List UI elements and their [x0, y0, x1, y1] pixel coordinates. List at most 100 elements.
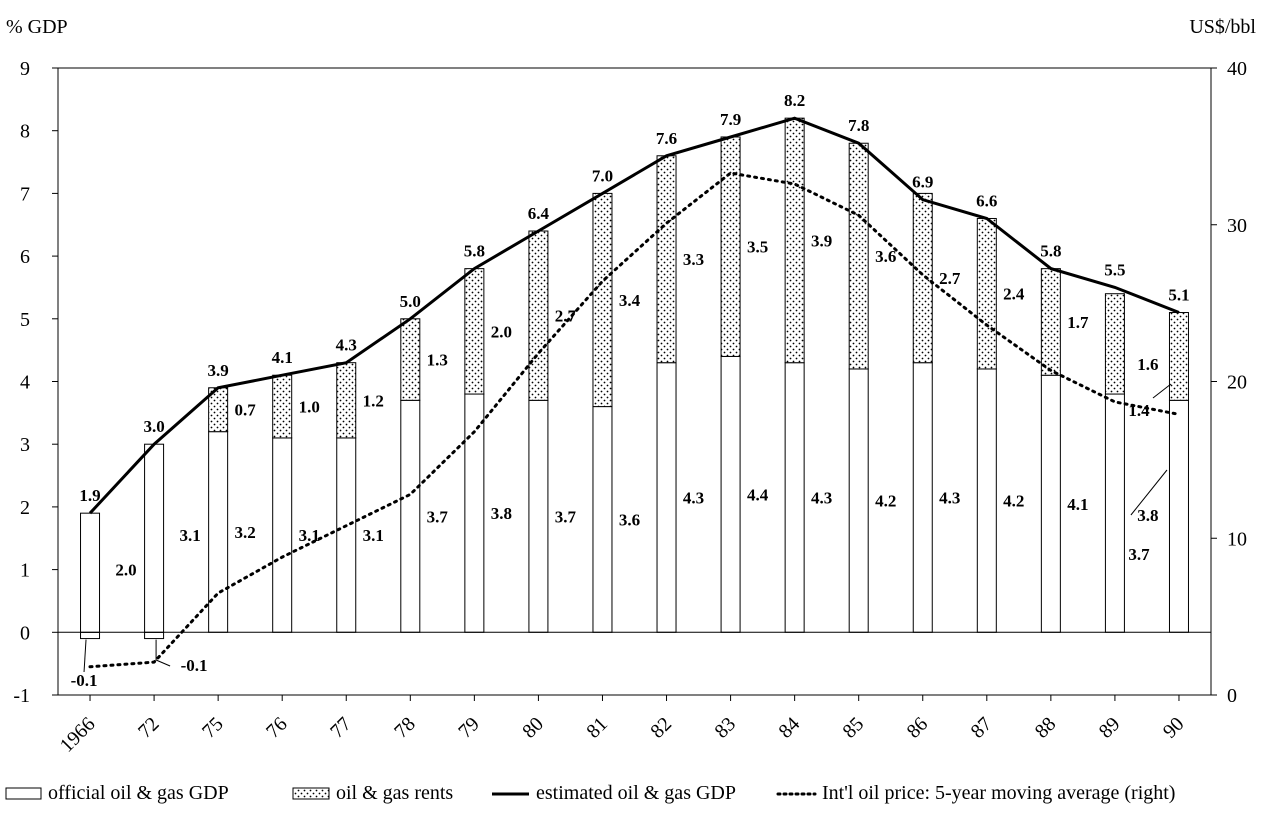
rents-bar-79 — [464, 268, 485, 395]
rents-bar-83 — [720, 136, 741, 357]
left-tick-label: 2 — [20, 497, 30, 519]
official-label: 4.4 — [747, 485, 769, 504]
rents-bar-85 — [848, 142, 869, 370]
total-label: 5.8 — [464, 242, 485, 261]
total-label-inner: 3.1 — [179, 526, 200, 545]
rents-label: 3.3 — [683, 250, 704, 269]
official-bar-83 — [720, 355, 741, 633]
rents-bar-87 — [976, 217, 997, 370]
rents-label: 3.4 — [619, 291, 641, 310]
x-tick-label: 72 — [134, 713, 164, 743]
official-bar-78 — [400, 399, 421, 633]
official-bar-86 — [912, 362, 933, 633]
official-bar-79 — [464, 393, 485, 633]
right-tick-label: 40 — [1227, 58, 1247, 80]
total-label: 5.0 — [400, 292, 421, 311]
rents-label: 2.4 — [1003, 285, 1025, 304]
official-label: 4.3 — [683, 488, 704, 507]
rents-label: 2.0 — [491, 322, 512, 341]
x-tick-label: 1966 — [56, 713, 100, 757]
official-label: -0.1 — [71, 671, 98, 690]
total-label: 5.5 — [1104, 260, 1125, 279]
legend: official oil & gas GDP oil & gas rents est… — [5, 782, 1175, 804]
rents-label: 3.5 — [747, 238, 768, 257]
official-label: 3.7 — [1128, 545, 1150, 564]
x-tick-label: 88 — [1031, 713, 1061, 743]
official-bar-88 — [1040, 374, 1061, 633]
official-bar-77 — [336, 437, 357, 633]
x-tick-label: 87 — [967, 713, 997, 743]
total-label: 8.2 — [784, 91, 805, 110]
official-label: 3.1 — [363, 526, 384, 545]
rents-label: 1.4 — [1128, 401, 1150, 420]
x-tick-label: 79 — [454, 713, 484, 743]
lines — [88, 116, 1181, 669]
total-label: 7.8 — [848, 116, 869, 135]
estimated-gdp-line — [88, 116, 1180, 515]
rents-bar-80 — [528, 230, 549, 401]
leader-line — [1152, 383, 1172, 399]
left-tick-label: 1 — [20, 560, 30, 582]
official-bar-total-72 — [144, 443, 165, 633]
leader-line — [155, 639, 171, 667]
total-label: 6.6 — [976, 191, 997, 210]
total-label: 4.3 — [336, 336, 357, 355]
official-label: 3.8 — [1137, 506, 1158, 525]
total-label: 6.9 — [912, 173, 933, 192]
legend-rents-symbol — [292, 787, 330, 800]
leader-line — [1130, 469, 1168, 516]
legend-official-label: official oil & gas GDP — [48, 782, 229, 804]
right-axis-title: US$/bbl — [1189, 16, 1256, 38]
total-label: 3.9 — [208, 361, 229, 380]
x-axis: 1966 72 75 76 77 78 79 80 81 82 83 84 85 86 87 88 89 90 — [56, 695, 1189, 757]
official-label: 3.2 — [235, 523, 256, 542]
left-tick-label: 5 — [20, 309, 30, 331]
rents-bar-86 — [912, 192, 933, 364]
official-label: 4.3 — [811, 488, 832, 507]
data-labels: 1.9 3.0 3.9 4.1 4.3 5.0 5.8 6.4 7.0 7.6 7.9 8.2 7.8 6… — [71, 91, 1190, 690]
rents-label: 3.6 — [875, 247, 896, 266]
total-label-inner: 2.0 — [115, 561, 136, 580]
left-tick-label: 9 — [20, 58, 30, 80]
rents-bar-76 — [272, 374, 293, 439]
x-tick-label: 76 — [262, 713, 292, 743]
legend-official-symbol — [5, 787, 42, 800]
x-tick-label: 75 — [198, 713, 228, 743]
rents-bar-78 — [400, 318, 421, 401]
right-tick-label: 30 — [1227, 215, 1247, 237]
rents-label: 1.0 — [299, 398, 320, 417]
total-label: 7.6 — [656, 129, 677, 148]
rents-bar-88 — [1040, 268, 1061, 376]
left-tick-label: 7 — [20, 183, 30, 205]
rents-bar-90 — [1168, 312, 1189, 401]
rents-label: 1.2 — [363, 391, 384, 410]
official-bar-72 — [144, 631, 165, 640]
left-tick-label: 8 — [20, 121, 30, 143]
legend-estimated-label: estimated oil & gas GDP — [536, 782, 736, 804]
official-bar-89 — [1104, 393, 1125, 633]
rents-bar-89 — [1104, 293, 1125, 395]
rents-bar-81 — [592, 192, 613, 408]
total-label: 4.1 — [272, 348, 293, 367]
official-bar-81 — [592, 406, 613, 633]
official-bar-80 — [528, 399, 549, 633]
official-bar-90 — [1168, 399, 1189, 633]
rents-bar-84 — [784, 117, 805, 364]
x-tick-label: 78 — [390, 713, 420, 743]
x-tick-label: 82 — [646, 713, 676, 743]
left-tick-label: 0 — [20, 622, 30, 644]
x-tick-label: 83 — [710, 713, 740, 743]
rents-label: 0.7 — [235, 401, 257, 420]
official-bar-76 — [272, 437, 293, 633]
left-axis: -1 0 1 2 3 4 5 6 7 8 9 — [13, 58, 58, 707]
official-bar-85 — [848, 368, 869, 633]
x-tick-label: 90 — [1159, 713, 1189, 743]
x-tick-label: 77 — [326, 713, 356, 743]
right-tick-label: 20 — [1227, 372, 1247, 394]
official-label: 3.1 — [299, 526, 320, 545]
right-tick-label: 10 — [1227, 528, 1247, 550]
rents-bar-82 — [656, 155, 677, 364]
rents-label: 2.7 — [555, 307, 577, 326]
